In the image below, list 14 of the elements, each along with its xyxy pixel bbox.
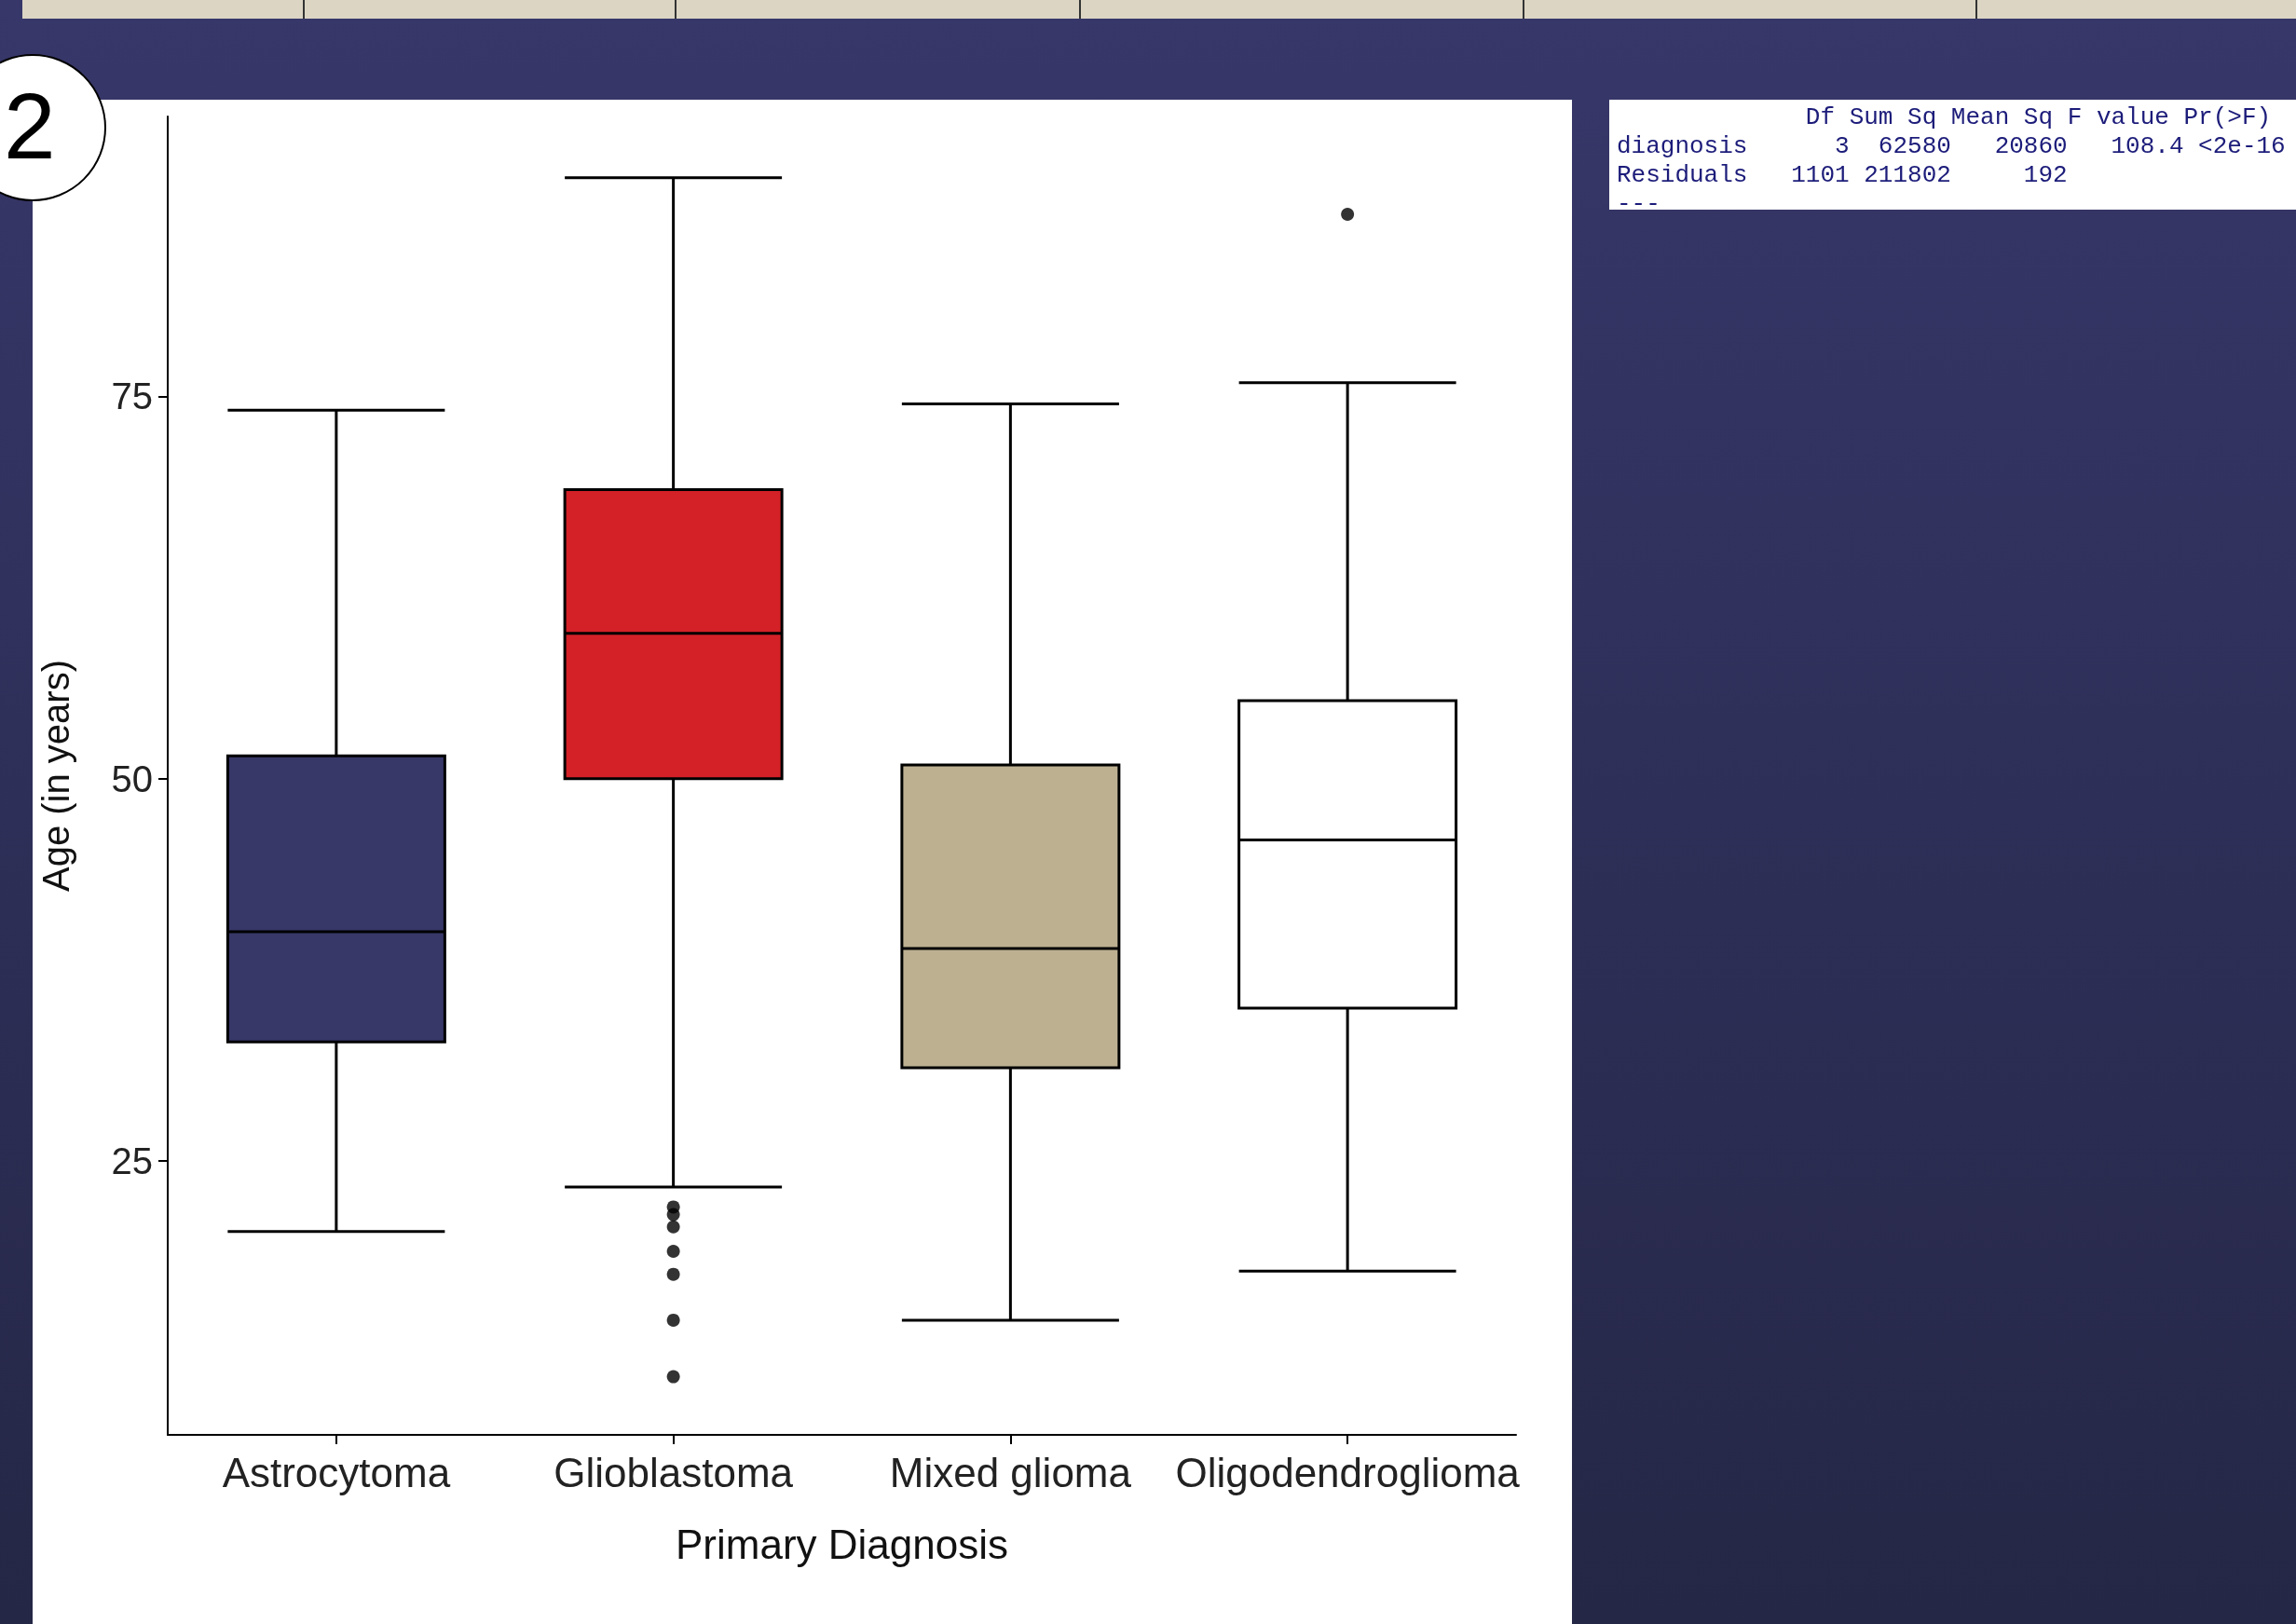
x-tick-label: Glioblastoma	[554, 1449, 794, 1495]
text: 2	[4, 74, 56, 178]
y-axis-title: Age (in years)	[35, 660, 76, 892]
x-tick-label: Mixed glioma	[889, 1449, 1132, 1495]
text: diagnosis 3 62580 20860 108.4 <2e-16	[1617, 132, 2286, 160]
x-tick-label: Astrocytoma	[222, 1449, 451, 1495]
y-tick-label: 50	[111, 757, 153, 799]
y-tick-label: 75	[111, 375, 153, 417]
text: Residuals 1101 211802 192	[1617, 161, 2068, 189]
text: Df Sum Sq Mean Sq F value Pr(>F)	[1805, 103, 2272, 131]
x-tick-label: Oligodendroglioma	[1175, 1449, 1521, 1495]
y-tick-label: 25	[111, 1140, 153, 1182]
text: ---	[1617, 190, 1660, 212]
x-axis-title: Primary Diagnosis	[676, 1521, 1008, 1567]
